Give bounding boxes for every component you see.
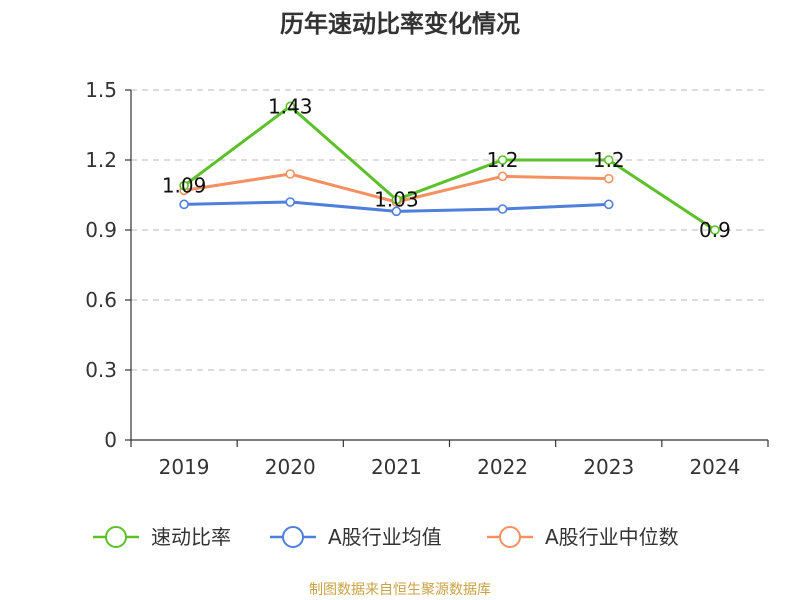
y-tick-label: 1.2 bbox=[85, 148, 117, 172]
legend-marker-icon bbox=[282, 526, 304, 548]
x-tick-label: 2020 bbox=[265, 455, 316, 479]
series-layer bbox=[179, 101, 720, 235]
data-point bbox=[603, 155, 614, 165]
data-label: 1.43 bbox=[268, 94, 313, 118]
x-tick-label: 2024 bbox=[689, 455, 740, 479]
data-labels: 1.09 1.43 1.03 1.2 1.2 0.9 bbox=[162, 94, 731, 242]
y-tick-label: 1.5 bbox=[85, 78, 117, 102]
data-point bbox=[391, 194, 402, 205]
data-label: 1.2 bbox=[487, 148, 519, 172]
source-note: 制图数据来自恒生聚源数据库 bbox=[309, 582, 491, 598]
legend: 速动比率 A股行业均值 A股行业中位数 bbox=[93, 525, 679, 549]
data-point bbox=[391, 206, 402, 217]
data-point bbox=[497, 204, 508, 214]
data-point bbox=[603, 173, 614, 184]
data-point bbox=[285, 197, 296, 207]
series-line bbox=[183, 104, 716, 232]
x-tick-label: 2021 bbox=[371, 455, 422, 479]
data-point bbox=[710, 225, 720, 235]
y-tick-label: 0.9 bbox=[85, 218, 117, 242]
data-point bbox=[285, 169, 296, 179]
data-point bbox=[179, 199, 189, 210]
grid-lines bbox=[131, 89, 768, 371]
data-point bbox=[497, 155, 508, 165]
legend-marker-icon bbox=[105, 526, 127, 548]
data-point bbox=[603, 199, 614, 210]
legend-label: 速动比率 bbox=[151, 525, 231, 549]
data-label: 0.9 bbox=[699, 218, 731, 242]
data-point bbox=[179, 180, 189, 191]
y-tick-label: 0 bbox=[104, 428, 117, 452]
data-point bbox=[497, 171, 508, 182]
x-tick-label: 2022 bbox=[477, 455, 528, 479]
x-tick-label: 2019 bbox=[159, 455, 210, 479]
axes: 0 0.3 0.6 0.9 1.2 1.5 2019 2020 2021 2022 2023 2024 bbox=[85, 78, 769, 479]
data-label: 1.2 bbox=[593, 148, 625, 172]
data-label: 1.09 bbox=[162, 174, 207, 198]
y-tick-label: 0.6 bbox=[85, 288, 117, 312]
y-tick-label: 0.3 bbox=[85, 358, 117, 382]
x-tick-label: 2023 bbox=[583, 455, 634, 479]
data-label: 1.03 bbox=[374, 188, 419, 212]
legend-label: A股行业中位数 bbox=[545, 525, 679, 549]
legend-label: A股行业均值 bbox=[328, 525, 442, 549]
legend-marker-icon bbox=[499, 526, 521, 548]
data-point bbox=[285, 101, 296, 112]
chart-title: 历年速动比率变化情况 bbox=[280, 10, 520, 38]
